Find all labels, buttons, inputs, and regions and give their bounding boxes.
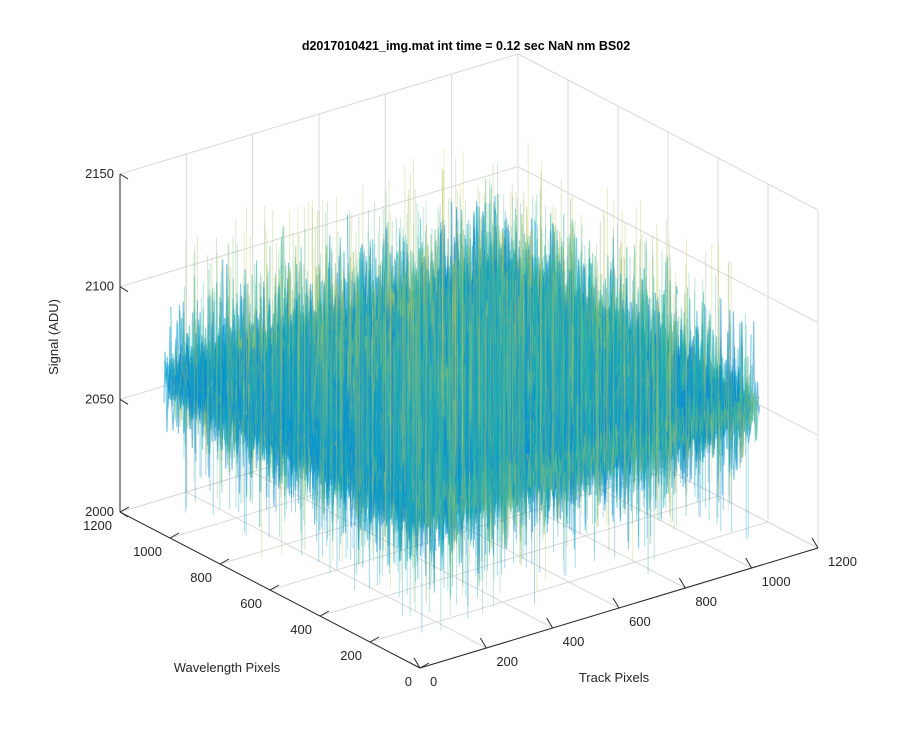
y-tick-mark — [419, 662, 430, 669]
y-tick-mark — [319, 610, 330, 617]
y-tick-label: 600 — [240, 596, 262, 611]
x-tick-label: 600 — [629, 614, 651, 629]
z-tick-mark — [119, 511, 129, 518]
z-tick-mark — [119, 173, 129, 180]
x-tick-mark — [413, 657, 421, 669]
y-tick-mark — [269, 584, 280, 591]
z-tick-label: 2100 — [85, 279, 114, 294]
x-tick-mark — [479, 637, 487, 649]
x-tick-mark — [745, 557, 753, 569]
chart-title: d2017010421_img.mat int time = 0.12 sec … — [302, 39, 630, 53]
z-tick-mark — [119, 286, 129, 293]
y-tick-label: 1000 — [133, 544, 162, 559]
y-tick-mark — [369, 636, 380, 643]
y-tick-label: 800 — [190, 570, 212, 585]
grid-line — [119, 53, 519, 175]
surface-line — [412, 346, 754, 554]
y-tick-mark — [219, 558, 230, 565]
y-tick-mark — [169, 532, 180, 539]
z-tick-label: 2000 — [85, 504, 114, 519]
z-tick-label: 2050 — [85, 391, 114, 406]
y-axis-label: Wavelength Pixels — [174, 660, 281, 675]
y-tick-label: 1200 — [83, 518, 112, 533]
x-tick-label: 0 — [430, 674, 437, 689]
grid-line — [369, 521, 769, 643]
y-tick-label: 400 — [290, 622, 312, 637]
grid-line — [517, 166, 819, 324]
x-tick-label: 800 — [695, 594, 717, 609]
x-tick-mark — [811, 537, 819, 549]
z-tick-label: 2150 — [85, 166, 114, 181]
z-tick-mark — [119, 398, 129, 405]
x-axis-label: Track Pixels — [579, 670, 650, 685]
y-tick-label: 200 — [340, 648, 362, 663]
y-tick-label: 0 — [405, 674, 412, 689]
x-tick-label: 1200 — [828, 554, 857, 569]
surface-mesh — [163, 142, 761, 633]
y-tick-mark — [119, 506, 130, 513]
x-tick-mark — [612, 597, 620, 609]
surface-line — [419, 343, 761, 564]
x-tick-label: 400 — [563, 634, 585, 649]
x-tick-label: 1000 — [762, 574, 791, 589]
x-tick-mark — [678, 577, 686, 589]
x-tick-mark — [546, 617, 554, 629]
x-tick-label: 200 — [496, 654, 518, 669]
surface-line — [163, 324, 421, 533]
grid-line — [119, 166, 519, 288]
axes — [119, 173, 819, 669]
grid-line — [319, 495, 719, 617]
grid-line — [517, 53, 819, 211]
z-axis-label: Signal (ADU) — [46, 299, 61, 375]
tick-labels: 0 200 400 600 800 1000 1200 0 200 400 600 800 1000 12… — [83, 166, 857, 689]
